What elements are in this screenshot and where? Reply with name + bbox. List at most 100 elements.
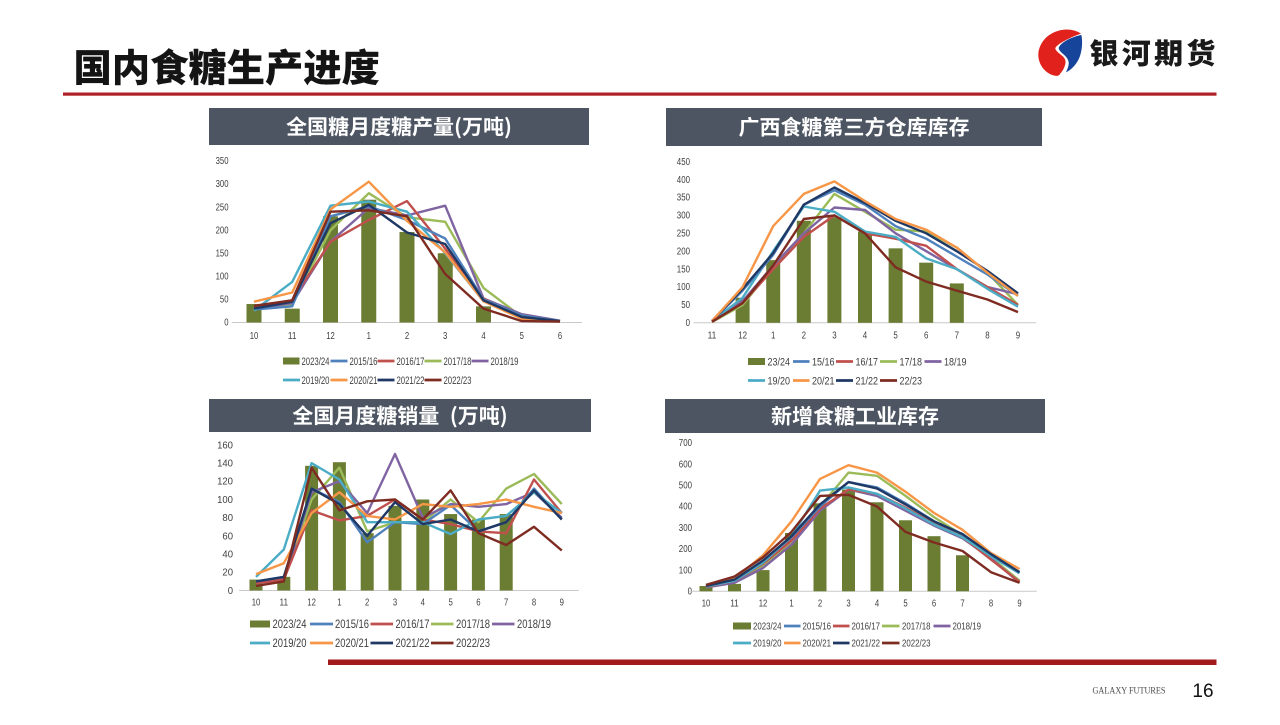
svg-text:250: 250 (677, 229, 691, 240)
svg-text:7: 7 (960, 599, 965, 610)
svg-text:2: 2 (405, 331, 410, 342)
svg-text:2022/23: 2022/23 (444, 375, 472, 387)
svg-text:4: 4 (421, 597, 425, 609)
svg-text:2020/21: 2020/21 (350, 375, 378, 387)
svg-text:350: 350 (677, 193, 691, 204)
svg-text:3: 3 (443, 331, 448, 342)
svg-text:16/17: 16/17 (856, 357, 879, 369)
svg-text:4: 4 (481, 331, 486, 342)
svg-text:2017/18: 2017/18 (444, 356, 472, 368)
svg-text:300: 300 (216, 179, 229, 190)
svg-text:80: 80 (222, 512, 233, 524)
svg-text:12: 12 (759, 599, 768, 610)
svg-text:100: 100 (217, 494, 233, 506)
svg-text:4: 4 (863, 331, 868, 342)
svg-text:4: 4 (875, 599, 880, 610)
svg-text:600: 600 (679, 459, 693, 470)
svg-text:50: 50 (681, 300, 690, 311)
svg-text:8: 8 (989, 599, 994, 610)
svg-text:160: 160 (217, 439, 233, 451)
svg-text:6: 6 (558, 331, 563, 342)
svg-text:0: 0 (688, 587, 693, 598)
svg-text:2018/19: 2018/19 (517, 619, 551, 631)
svg-text:5: 5 (903, 599, 908, 610)
svg-text:0: 0 (224, 318, 229, 329)
svg-text:2018/19: 2018/19 (953, 622, 982, 633)
svg-text:2021/22: 2021/22 (396, 638, 430, 650)
svg-text:10: 10 (250, 331, 259, 342)
svg-text:5: 5 (448, 597, 452, 609)
svg-text:9: 9 (560, 597, 564, 609)
svg-text:2015/16: 2015/16 (803, 622, 832, 633)
svg-text:2015/16: 2015/16 (350, 356, 378, 368)
svg-text:12: 12 (738, 331, 747, 342)
svg-text:3: 3 (393, 597, 397, 609)
svg-text:9: 9 (1016, 331, 1021, 342)
svg-text:100: 100 (677, 282, 691, 293)
svg-text:2016/17: 2016/17 (397, 356, 425, 368)
svg-text:2: 2 (802, 331, 807, 342)
svg-text:1: 1 (789, 599, 794, 610)
svg-text:5: 5 (893, 331, 898, 342)
svg-text:11: 11 (288, 331, 297, 342)
svg-text:2023/24: 2023/24 (753, 622, 782, 633)
svg-text:2020/21: 2020/21 (803, 639, 832, 650)
svg-text:0: 0 (686, 318, 691, 329)
svg-text:200: 200 (216, 225, 229, 236)
svg-text:15/16: 15/16 (812, 357, 835, 369)
svg-text:2016/17: 2016/17 (852, 622, 881, 633)
svg-text:1: 1 (367, 331, 372, 342)
svg-text:10: 10 (252, 597, 261, 609)
svg-text:16: 16 (1192, 681, 1213, 702)
svg-text:250: 250 (216, 202, 229, 213)
svg-text:60: 60 (222, 530, 233, 542)
svg-text:GALAXY FUTURES: GALAXY FUTURES (1093, 687, 1166, 697)
svg-text:2021/22: 2021/22 (397, 375, 425, 387)
svg-text:2017/18: 2017/18 (456, 619, 490, 631)
svg-text:6: 6 (932, 599, 937, 610)
svg-text:10: 10 (702, 599, 711, 610)
svg-text:19/20: 19/20 (768, 376, 791, 388)
svg-text:100: 100 (679, 565, 693, 576)
svg-text:6: 6 (924, 331, 929, 342)
svg-text:5: 5 (520, 331, 525, 342)
svg-text:9: 9 (1017, 599, 1022, 610)
svg-text:150: 150 (216, 248, 229, 259)
svg-text:150: 150 (677, 264, 691, 275)
svg-text:2023/24: 2023/24 (273, 619, 307, 631)
svg-text:2016/17: 2016/17 (396, 619, 430, 631)
svg-text:8: 8 (532, 597, 536, 609)
svg-text:400: 400 (677, 175, 691, 186)
svg-text:18/19: 18/19 (944, 357, 967, 369)
svg-text:2022/23: 2022/23 (456, 638, 490, 650)
svg-text:2023/24: 2023/24 (302, 356, 330, 368)
svg-text:140: 140 (217, 458, 233, 470)
svg-text:200: 200 (677, 246, 691, 257)
svg-text:2020/21: 2020/21 (335, 638, 369, 650)
svg-text:0: 0 (228, 585, 233, 597)
svg-text:2017/18: 2017/18 (902, 622, 931, 633)
svg-text:17/18: 17/18 (900, 357, 923, 369)
svg-text:7: 7 (504, 597, 508, 609)
svg-text:20/21: 20/21 (812, 376, 835, 388)
svg-text:350: 350 (216, 156, 229, 167)
svg-text:12: 12 (307, 597, 316, 609)
svg-text:11: 11 (708, 331, 717, 342)
svg-text:2021/22: 2021/22 (852, 639, 881, 650)
svg-text:7: 7 (955, 331, 960, 342)
svg-text:2019/20: 2019/20 (753, 639, 782, 650)
svg-text:450: 450 (677, 157, 691, 168)
svg-text:23/24: 23/24 (768, 357, 791, 369)
svg-text:40: 40 (222, 549, 233, 561)
svg-text:2: 2 (818, 599, 823, 610)
svg-text:400: 400 (679, 502, 693, 513)
svg-text:2018/19: 2018/19 (491, 356, 519, 368)
svg-text:6: 6 (476, 597, 480, 609)
svg-text:300: 300 (677, 211, 691, 222)
svg-text:1: 1 (337, 597, 341, 609)
svg-text:200: 200 (679, 544, 693, 555)
svg-text:8: 8 (985, 331, 990, 342)
svg-text:22/23: 22/23 (900, 376, 923, 388)
svg-text:1: 1 (771, 331, 776, 342)
svg-text:300: 300 (679, 523, 693, 534)
